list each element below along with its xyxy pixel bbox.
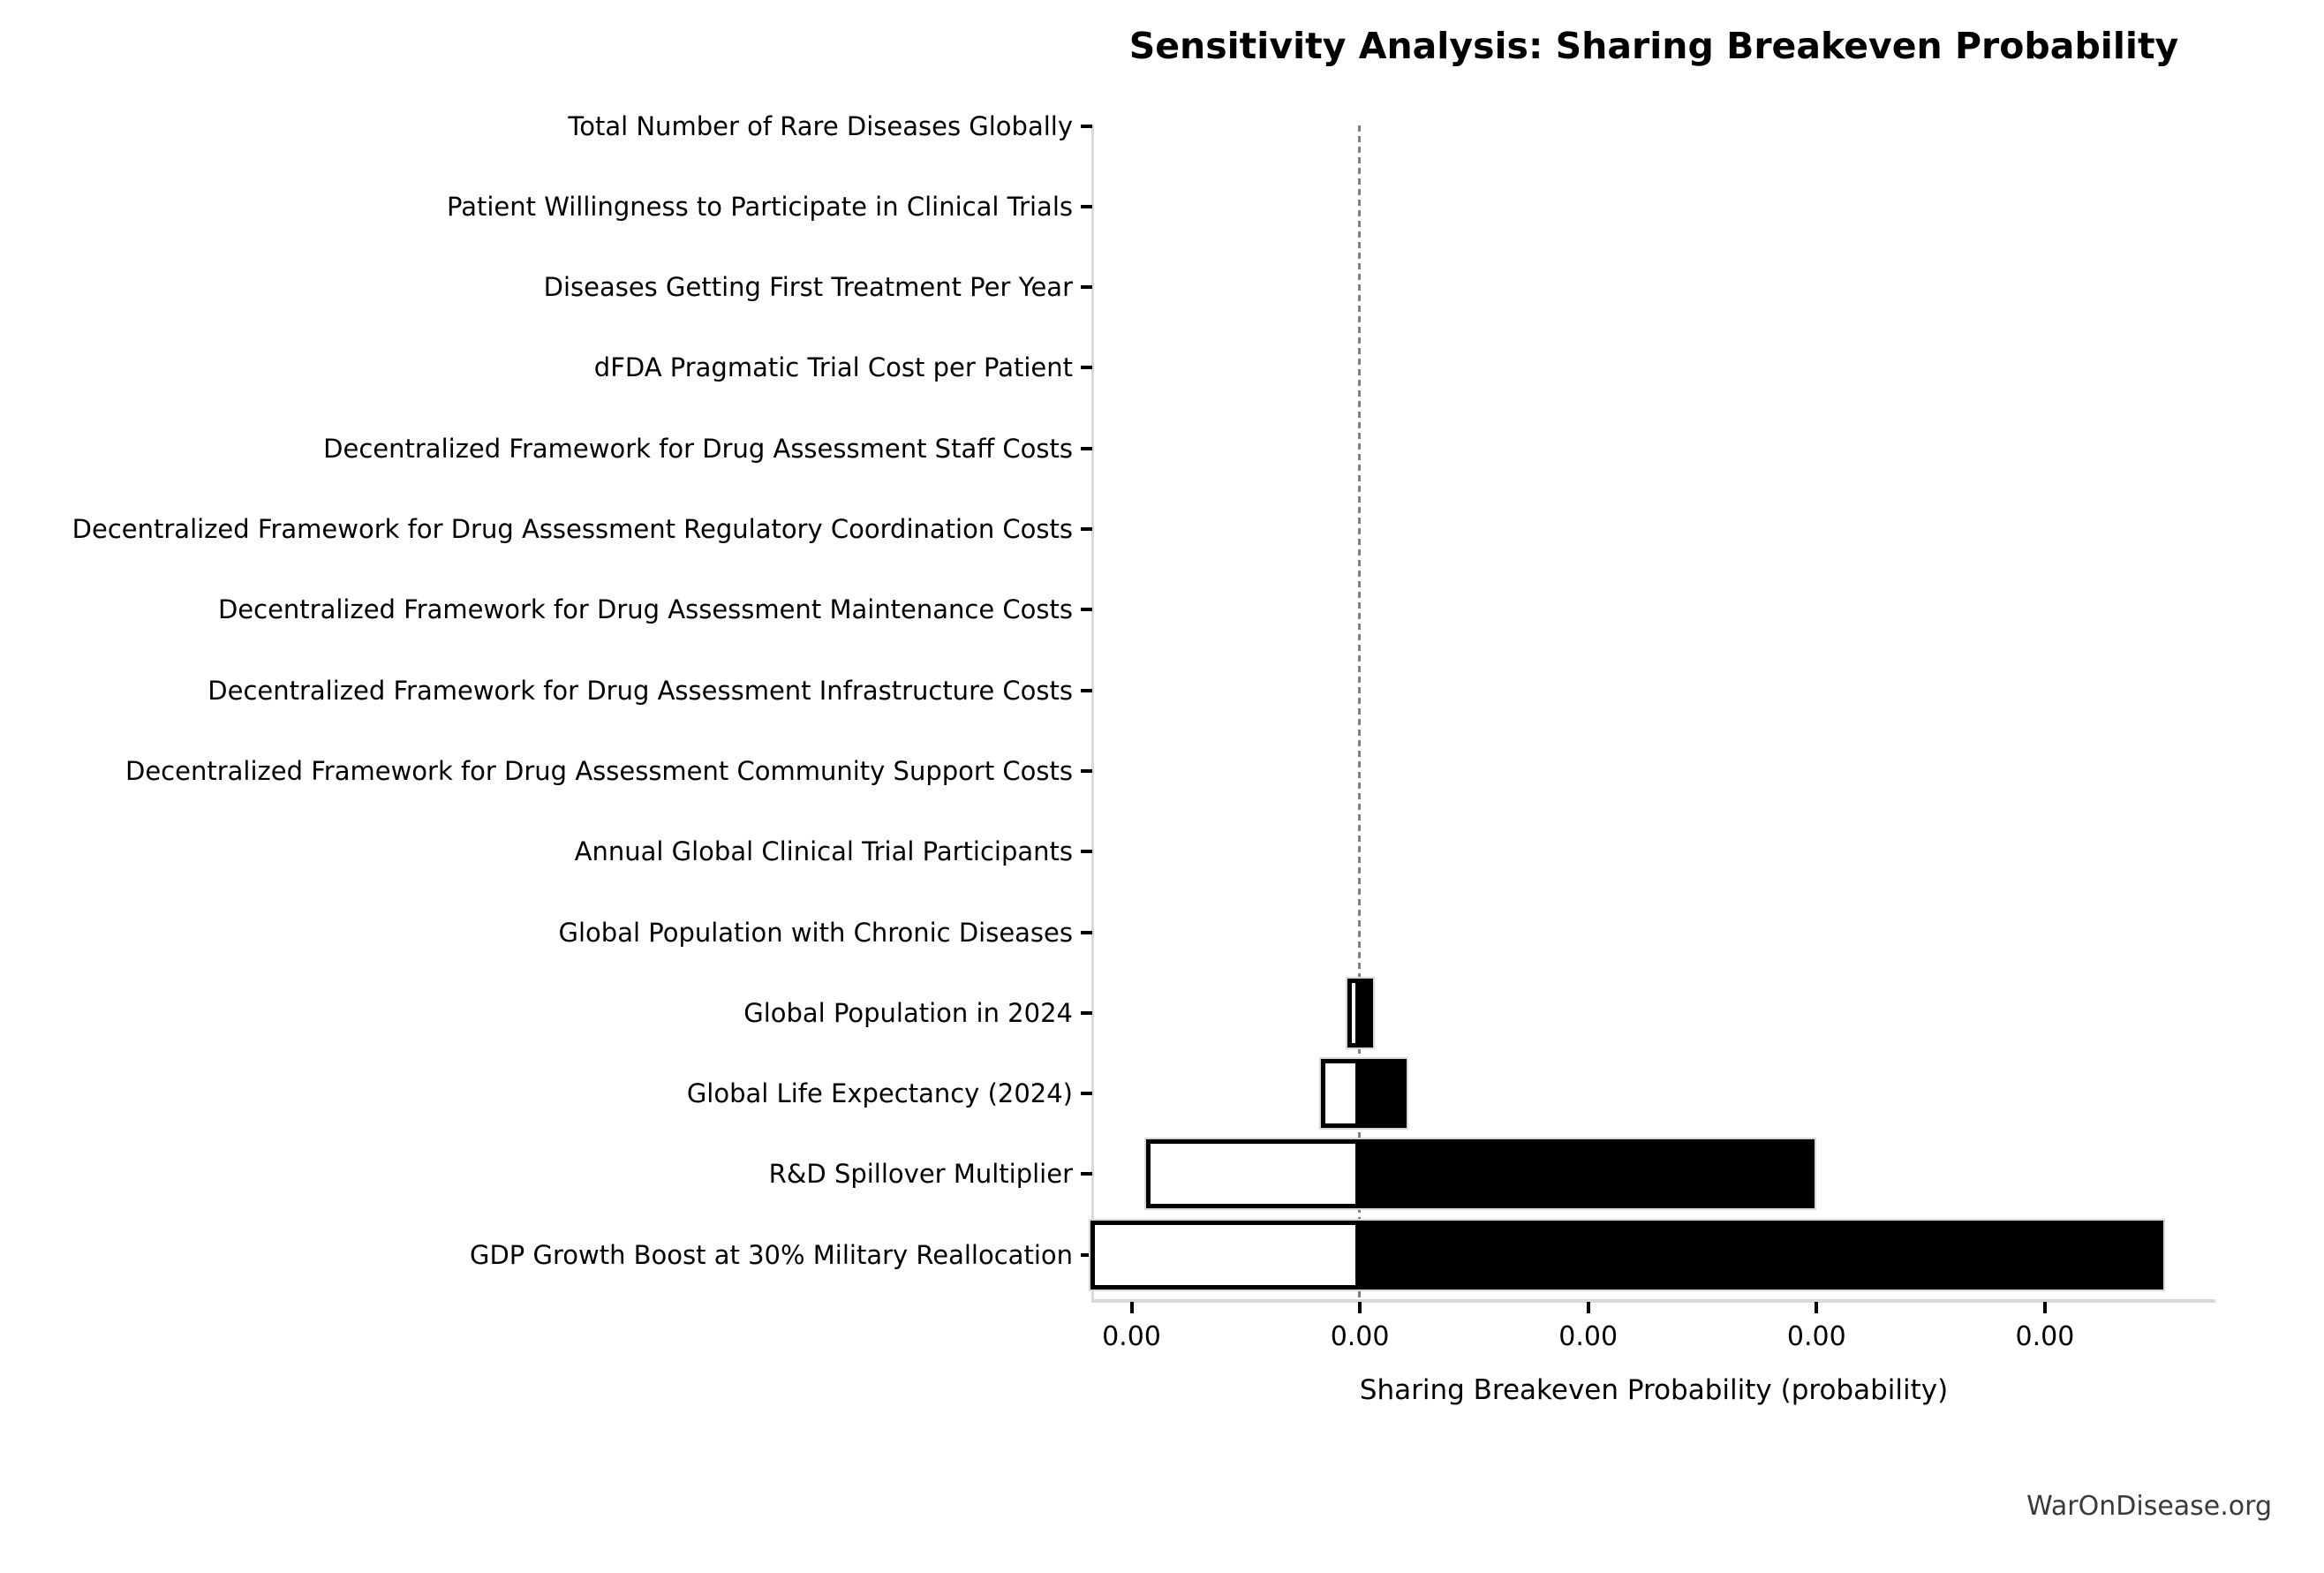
y-axis-spine	[1091, 125, 1094, 1302]
y-tick-label: Diseases Getting First Treatment Per Yea…	[543, 272, 1073, 303]
x-tick-label: 0.00	[1330, 1321, 1390, 1352]
y-tick-label: Decentralized Framework for Drug Assessm…	[323, 433, 1073, 464]
x-tick-mark	[1358, 1302, 1362, 1313]
y-tick-mark	[1081, 688, 1092, 692]
bar-low-segment	[1090, 1220, 1360, 1289]
y-tick-label: Annual Global Clinical Trial Participant…	[574, 836, 1073, 867]
tornado-bar-row-12	[1346, 976, 1375, 1049]
y-tick-mark	[1081, 608, 1092, 612]
x-axis-spine	[1091, 1299, 2215, 1303]
y-tick-mark	[1081, 446, 1092, 450]
y-tick-mark	[1081, 1172, 1092, 1176]
bar-low-segment	[1146, 1139, 1360, 1209]
y-tick-label: Total Number of Rare Diseases Globally	[568, 110, 1073, 141]
x-tick-label: 0.00	[2015, 1321, 2075, 1352]
y-tick-label: Decentralized Framework for Drug Assessm…	[217, 594, 1073, 625]
x-tick-mark	[1815, 1302, 1819, 1313]
x-axis-label: Sharing Breakeven Probability (probabili…	[1359, 1374, 1949, 1406]
y-tick-mark	[1081, 204, 1092, 208]
x-tick-label: 0.00	[1102, 1321, 1161, 1352]
y-tick-mark	[1081, 768, 1092, 773]
y-tick-label: Global Population with Chronic Diseases	[558, 917, 1073, 948]
y-tick-label: R&D Spillover Multiplier	[768, 1159, 1073, 1190]
y-tick-label: Decentralized Framework for Drug Assessm…	[125, 755, 1073, 786]
y-tick-mark	[1081, 366, 1092, 370]
y-tick-label: GDP Growth Boost at 30% Military Realloc…	[469, 1239, 1073, 1270]
y-tick-mark	[1081, 1252, 1092, 1257]
bar-low-segment	[1321, 1059, 1360, 1129]
x-tick-mark	[1129, 1302, 1134, 1313]
bar-high-segment	[1360, 1220, 2163, 1289]
y-tick-mark	[1081, 124, 1092, 128]
x-tick-label: 0.00	[1786, 1321, 1846, 1352]
y-tick-label: Global Population in 2024	[743, 997, 1073, 1028]
y-tick-label: Decentralized Framework for Drug Assessm…	[208, 675, 1073, 706]
bar-high-segment	[1360, 1059, 1407, 1129]
y-tick-label: Patient Willingness to Participate in Cl…	[447, 191, 1073, 222]
y-tick-mark	[1081, 1010, 1092, 1015]
x-tick-mark	[2042, 1302, 2047, 1313]
y-tick-mark	[1081, 1092, 1092, 1096]
y-tick-mark	[1081, 285, 1092, 290]
watermark-text: WarOnDisease.org	[2026, 1491, 2272, 1522]
baseline-dashed-line	[1358, 125, 1361, 1301]
tornado-bar-row-14	[1144, 1138, 1816, 1211]
bar-low-segment	[1347, 978, 1360, 1047]
x-tick-mark	[1586, 1302, 1590, 1313]
y-tick-label: Decentralized Framework for Drug Assessm…	[72, 514, 1073, 544]
chart-title: Sensitivity Analysis: Sharing Breakeven …	[1128, 25, 2179, 67]
x-tick-label: 0.00	[1558, 1321, 1618, 1352]
bar-high-segment	[1360, 978, 1373, 1047]
y-tick-label: Global Life Expectancy (2024)	[686, 1078, 1073, 1109]
bar-high-segment	[1360, 1139, 1815, 1209]
y-tick-mark	[1081, 930, 1092, 934]
y-tick-label: dFDA Pragmatic Trial Cost per Patient	[593, 352, 1073, 383]
y-tick-mark	[1081, 850, 1092, 854]
tornado-bar-row-13	[1319, 1057, 1408, 1131]
y-tick-mark	[1081, 527, 1092, 531]
tornado-bar-row-15	[1089, 1218, 2165, 1291]
